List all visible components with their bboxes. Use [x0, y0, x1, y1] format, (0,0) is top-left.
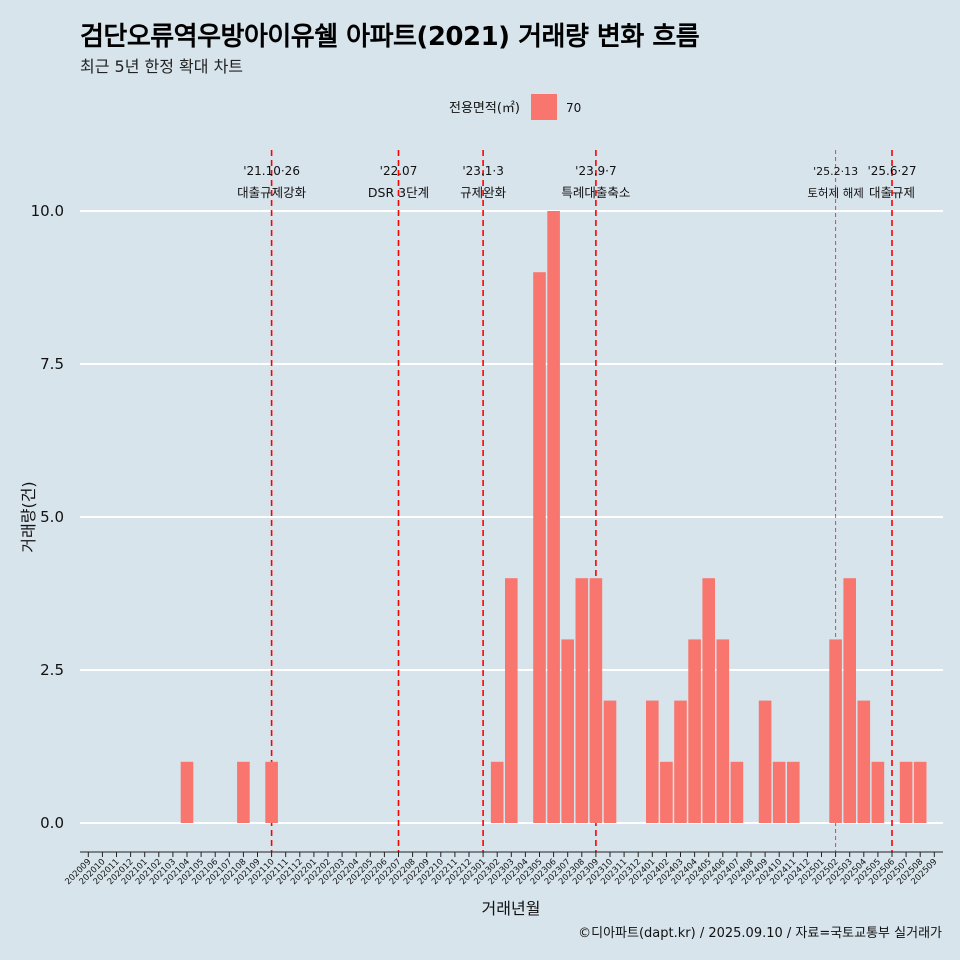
bar-202507 — [899, 761, 913, 823]
event-name-label: 규제완화 — [460, 185, 507, 200]
event-name-label: 토허제 해제 — [807, 186, 864, 200]
event-markers: '21.10·26 대출규제강화 '22.07 DSR 3단계 '23.1·3 규제완화 '… — [237, 150, 917, 853]
event-name-label: 특례대출축소 — [561, 185, 630, 200]
axes: 0.02.55.07.510.0202009202010202011202012… — [31, 202, 943, 887]
bar-202308 — [575, 578, 589, 823]
legend: 전용면적(㎡) 70 — [449, 94, 581, 120]
bar-series — [180, 211, 927, 823]
bar-202407 — [730, 761, 744, 823]
bar-202104 — [180, 761, 194, 823]
bar-202409 — [758, 700, 772, 823]
bar-202508 — [913, 761, 927, 823]
y-tick-label: 5.0 — [40, 508, 64, 526]
legend-swatch — [531, 94, 557, 120]
legend-entry-label: 70 — [566, 101, 581, 115]
event-date-label: '23.1·3 — [462, 164, 503, 178]
bar-202305 — [533, 272, 546, 823]
bar-202402 — [660, 761, 673, 823]
bar-202502 — [829, 639, 842, 823]
event-date-label: '25.2·13 — [813, 165, 858, 178]
bar-202401 — [646, 700, 659, 823]
y-tick-label: 2.5 — [40, 661, 64, 679]
bar-202403 — [674, 700, 687, 823]
bar-202310 — [603, 700, 617, 823]
x-axis-title: 거래년월 — [482, 899, 541, 918]
bar-202406 — [716, 639, 730, 823]
bar-202404 — [688, 639, 701, 823]
y-axis-title: 거래량(건) — [19, 481, 38, 552]
bar-202503 — [843, 578, 856, 823]
bar-202302 — [490, 761, 504, 823]
event-name-label: 대출규제강화 — [237, 185, 307, 200]
event-name-label: 대출규제 — [869, 185, 915, 200]
event-date-label: '23.9·7 — [575, 164, 616, 178]
bar-202303 — [505, 578, 518, 823]
source-caption: ©디아파트(dapt.kr) / 2025.09.10 / 자료=국토교통부 실… — [578, 926, 942, 941]
bar-202505 — [871, 761, 885, 823]
bar-202110 — [265, 761, 278, 823]
event-date-label: '25.6·27 — [867, 164, 916, 178]
event-name-label: DSR 3단계 — [368, 185, 429, 200]
chart-subtitle: 최근 5년 한정 확대 차트 — [80, 57, 244, 76]
bar-202405 — [702, 578, 715, 823]
legend-title: 전용면적(㎡) — [449, 101, 520, 116]
bar-202411 — [787, 761, 800, 823]
bar-202108 — [237, 761, 250, 823]
bar-202504 — [857, 700, 871, 823]
event-date-label: '21.10·26 — [243, 164, 300, 178]
event-date-label: '22.07 — [380, 164, 418, 178]
chart-title: 검단오류역우방아이유쉘 아파트(2021) 거래량 변화 흐름 — [80, 22, 700, 52]
y-tick-label: 7.5 — [40, 355, 64, 373]
bar-202307 — [561, 639, 574, 823]
bar-202410 — [772, 761, 786, 823]
y-tick-label: 10.0 — [31, 202, 64, 220]
bar-202309 — [589, 578, 603, 823]
bar-202306 — [547, 211, 560, 823]
y-tick-label: 0.0 — [40, 814, 64, 832]
